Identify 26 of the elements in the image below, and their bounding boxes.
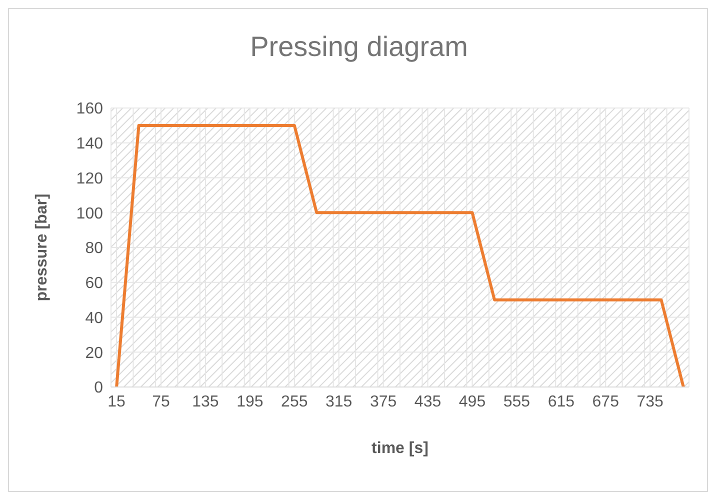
y-tick-label: 100 (76, 205, 104, 222)
x-tick-label: 495 (458, 393, 486, 410)
chart-title: Pressing diagram (249, 31, 469, 63)
x-tick-label: 255 (281, 393, 308, 410)
x-tick-label: 675 (592, 393, 620, 410)
y-tick-label: 120 (76, 170, 104, 188)
y-tick-label: 20 (85, 344, 104, 362)
y-tick-label: 0 (94, 380, 104, 397)
y-tick-label: 160 (76, 100, 104, 118)
y-tick-label: 80 (85, 240, 104, 258)
x-tick-label: 15 (108, 393, 126, 410)
x-tick-label: 435 (414, 393, 442, 410)
y-tick-label: 140 (76, 136, 104, 153)
x-tick-label: 75 (152, 393, 170, 410)
x-tick-label: 375 (370, 393, 397, 410)
x-tick-label: 615 (548, 393, 575, 410)
y-axis-title: pressure [bar] (34, 194, 51, 302)
x-tick-label: 735 (636, 393, 664, 410)
x-tick-label: 315 (326, 393, 352, 410)
y-tick-label: 40 (85, 310, 104, 327)
x-axis-title: time [s] (372, 440, 428, 457)
y-tick-label: 60 (85, 275, 104, 292)
x-tick-label: 135 (192, 393, 219, 410)
x-tick-label: 555 (503, 393, 530, 410)
line-series (115, 124, 685, 387)
x-tick-label: 195 (236, 393, 264, 410)
